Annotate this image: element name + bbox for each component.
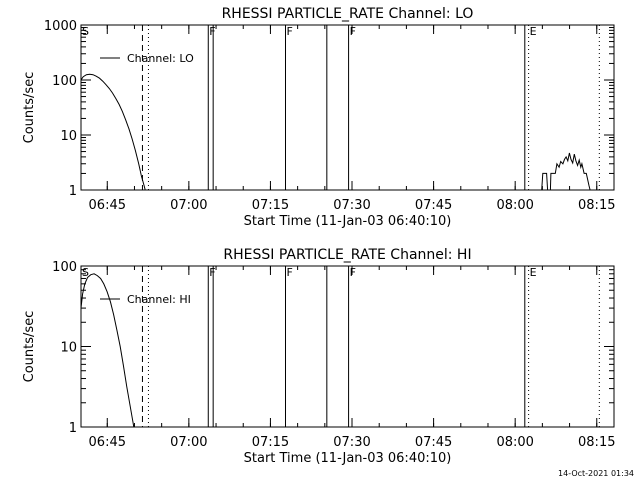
panel2-event-label: F — [286, 266, 292, 279]
panel1-ylabel: Counts/sec — [22, 72, 37, 144]
panel2-ytick-label: 1 — [69, 421, 77, 436]
panel1-corner-label: S — [82, 25, 89, 38]
panel2-xlabel: Start Time (11-Jan-03 06:40:10) — [244, 451, 452, 466]
panel1-xtick-label: 06:45 — [89, 198, 126, 213]
panel1-xtick-label: 07:45 — [415, 198, 452, 213]
panel1-event-label: F — [350, 25, 356, 38]
panel2-title: RHESSI PARTICLE_RATE Channel: HI — [223, 247, 471, 263]
panel1-title: RHESSI PARTICLE_RATE Channel: LO — [222, 6, 474, 22]
panel1-ytick-label: 100 — [52, 74, 77, 89]
panel2-ylabel: Counts/sec — [22, 311, 37, 383]
panel2-event-label: F — [209, 266, 215, 279]
panel2-plot-frame — [80, 265, 615, 428]
panel2-xtick-label: 06:45 — [89, 435, 126, 450]
footer-timestamp: 14-Oct-2021 01:34 — [558, 469, 634, 478]
panel1-xtick-label: 07:30 — [333, 198, 370, 213]
panel2-xtick-label: 07:15 — [252, 435, 289, 450]
panel1-legend-label: Channel: LO — [127, 52, 194, 65]
panel1-event-label: E — [530, 25, 537, 38]
panel2-xtick-label: 07:45 — [415, 435, 452, 450]
panel1-plot-frame — [80, 24, 615, 191]
panel2-corner-label: S — [82, 266, 89, 279]
panel2-xtick-label: 08:15 — [578, 435, 615, 450]
panel1-event-label: F — [286, 25, 292, 38]
panel1-xlabel: Start Time (11-Jan-03 06:40:10) — [244, 214, 452, 229]
panel1-xtick-label: 07:15 — [252, 198, 289, 213]
panel2-event-label: F — [350, 266, 356, 279]
panel2-xtick-label: 07:00 — [170, 435, 207, 450]
panel2-xtick-label: 07:30 — [333, 435, 370, 450]
panel2-series-line-1 — [80, 273, 135, 428]
panel2-legend-label: Channel: HI — [127, 293, 191, 306]
panel1-ytick-label: 10 — [60, 129, 77, 144]
panel1-event-label: F — [209, 25, 215, 38]
panel2-xtick-label: 08:00 — [496, 435, 533, 450]
panel1-series-line-2 — [541, 152, 591, 191]
panel1-xtick-label: 08:00 — [496, 198, 533, 213]
panel2-ytick-label: 10 — [60, 341, 77, 356]
panel1-series-line-1 — [80, 73, 146, 191]
panel1-ytick-label: 1000 — [44, 19, 77, 34]
panel2-ytick-label: 100 — [52, 260, 77, 275]
panel1-xtick-label: 07:00 — [170, 198, 207, 213]
panel2-event-label: E — [530, 266, 537, 279]
panel1-ytick-label: 1 — [69, 184, 77, 199]
panel1-xtick-label: 08:15 — [578, 198, 615, 213]
